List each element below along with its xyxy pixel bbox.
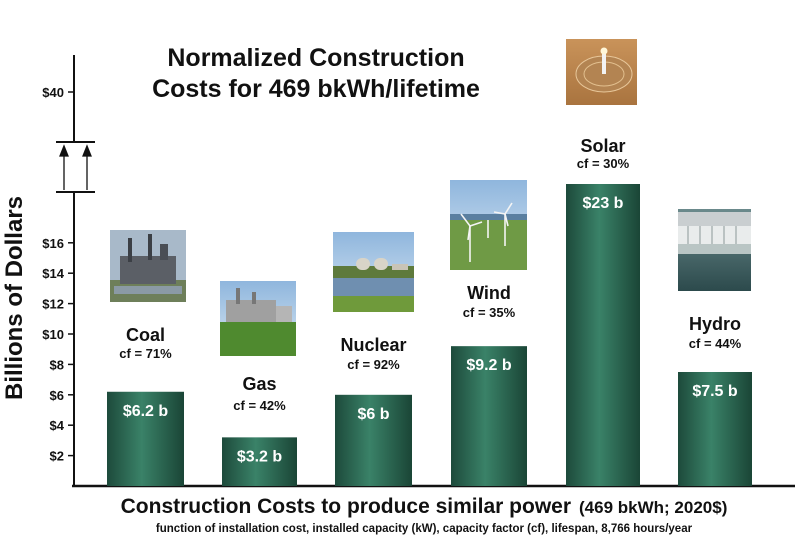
capacity-factor-label: cf = 71% (119, 346, 172, 361)
capacity-factor-label: cf = 30% (577, 156, 630, 171)
bar-value-label: $3.2 b (237, 448, 283, 465)
bar-value-label: $23 b (583, 195, 624, 212)
bar-value-label: $6.2 b (123, 403, 169, 420)
x-axis-label-suffix: (469 bkWh; 2020$) (579, 498, 727, 517)
nuclear-plant-photo (333, 232, 414, 312)
bar-nuclear (335, 394, 412, 486)
y-tick-label: $8 (50, 357, 64, 372)
chart-title-line-1: Normalized Construction (167, 44, 464, 72)
hydro-dam-photo (678, 209, 751, 291)
bar-wind (451, 346, 527, 486)
y-tick-label: $6 (50, 388, 64, 403)
y-ticks: $2 $4 $6 $8 $10 $12 $14 $16 $40 (42, 85, 74, 464)
axis-break-arrows (59, 144, 92, 190)
solar-tower-photo (566, 39, 637, 105)
chart-title-line-2: Costs for 469 bkWh/lifetime (152, 75, 480, 103)
category-label: Coal (126, 325, 165, 345)
capacity-factor-label: cf = 35% (463, 305, 516, 320)
category-label: Hydro (689, 314, 741, 334)
y-tick-label: $14 (42, 266, 64, 281)
category-label: Nuclear (340, 335, 406, 355)
category-label: Solar (580, 136, 625, 156)
x-axis-label-line: Construction Costs to produce similar po… (121, 495, 728, 518)
capacity-factor-label: cf = 44% (689, 336, 742, 351)
y-axis (56, 55, 95, 487)
category-label: Wind (467, 283, 511, 303)
bar-value-label: $9.2 b (466, 357, 512, 374)
y-tick-label: $10 (42, 327, 64, 342)
gas-plant-photo (220, 281, 296, 356)
x-axis-label: Construction Costs to produce similar po… (121, 495, 571, 518)
bar-hydro (678, 372, 752, 486)
bar-value-label: $7.5 b (692, 383, 738, 400)
y-tick-label: $4 (50, 418, 65, 433)
capacity-factor-label: cf = 42% (233, 398, 286, 413)
category-label: Gas (242, 374, 276, 394)
y-tick-label: $40 (42, 85, 64, 100)
capacity-factor-label: cf = 92% (347, 357, 400, 372)
bar-coal (107, 391, 184, 486)
y-tick-label: $16 (42, 236, 64, 251)
wind-farm-photo (450, 180, 527, 270)
x-axis-sublabel: function of installation cost, installed… (156, 523, 693, 535)
bar-gas (222, 437, 297, 486)
y-axis-label: Billions of Dollars (1, 196, 28, 400)
y-tick-label: $2 (50, 449, 64, 464)
bar-value-label: $6 b (357, 406, 389, 423)
coal-plant-photo (110, 230, 186, 302)
y-tick-label: $12 (42, 297, 64, 312)
bar-solar (566, 184, 640, 486)
